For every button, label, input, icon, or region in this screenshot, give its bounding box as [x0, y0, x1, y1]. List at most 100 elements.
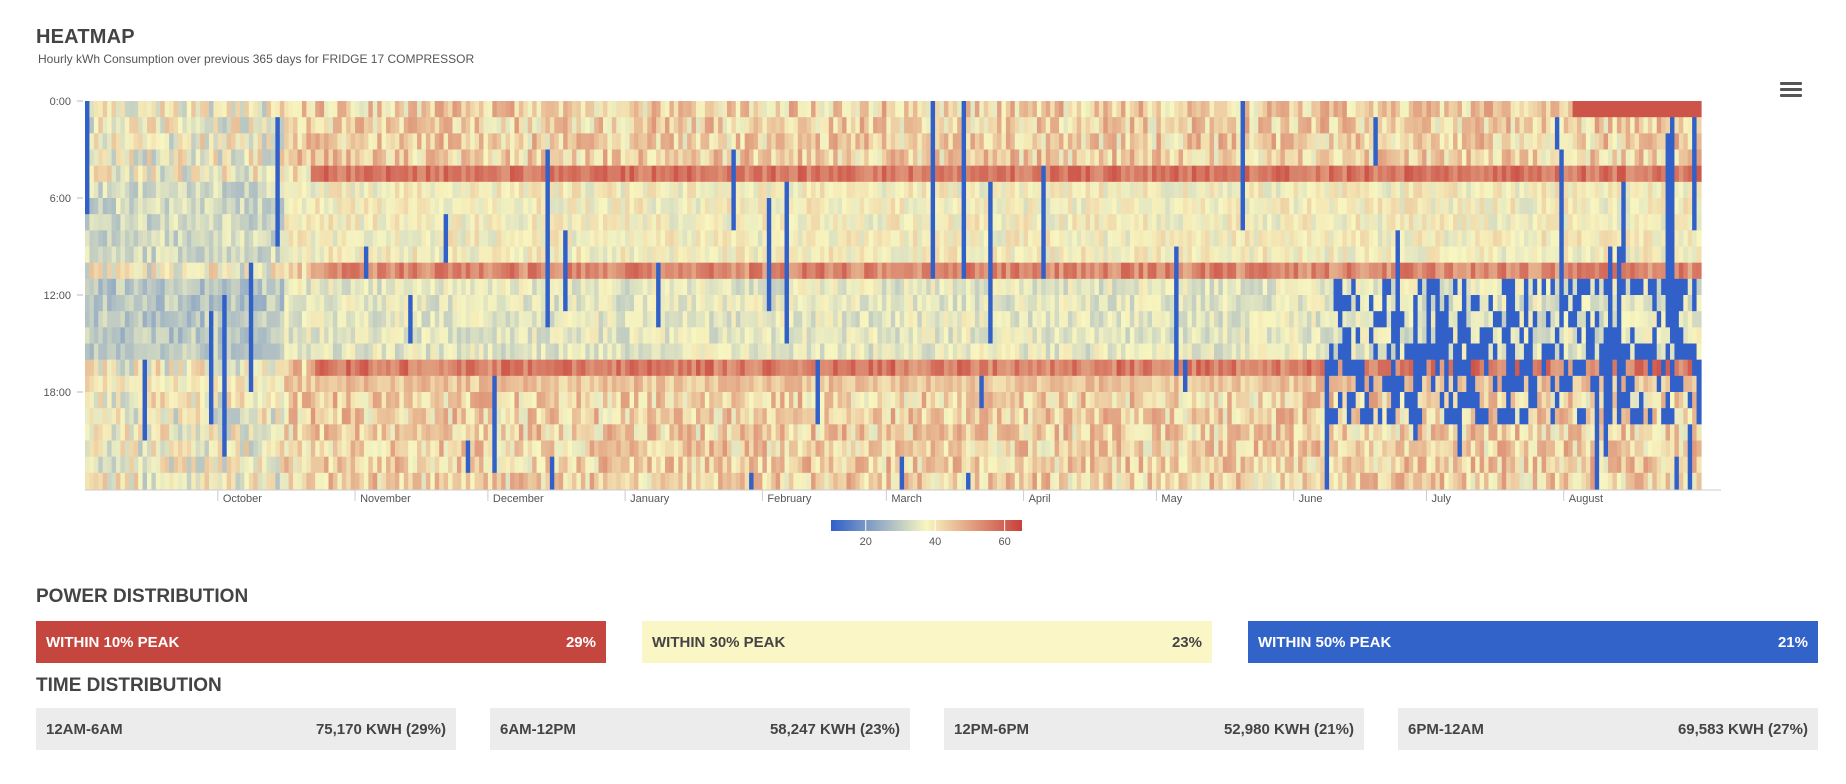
hamburger-menu-icon[interactable]: [1780, 82, 1802, 100]
heatmap-cell: [182, 295, 188, 312]
heatmap-cell: [943, 408, 949, 425]
heatmap-cell: [740, 472, 746, 490]
heatmap-cell: [350, 440, 356, 458]
heatmap-cell: [341, 456, 347, 474]
heatmap-cell: [753, 295, 759, 312]
heatmap-cell: [461, 246, 467, 264]
heatmap-cell: [828, 424, 834, 442]
heatmap-cell: [115, 440, 122, 458]
heatmap-cell: [793, 149, 799, 167]
heatmap-cell: [120, 133, 126, 151]
heatmap-cell: [89, 165, 95, 183]
heatmap-cell: [129, 262, 135, 280]
heatmap-cell: [682, 392, 688, 409]
heatmap-cell: [470, 198, 476, 215]
heatmap-cell: [514, 117, 520, 134]
heatmap-cell: [98, 165, 104, 183]
heatmap-cell: [160, 198, 166, 215]
heatmap-cell: [598, 230, 604, 248]
heatmap-cell: [797, 440, 803, 458]
heatmap-cell: [115, 246, 122, 264]
heatmap-cell: [133, 359, 139, 377]
heatmap-cell: [448, 101, 454, 118]
heatmap-cell: [222, 359, 228, 377]
heatmap-cell: [461, 165, 467, 183]
heatmap-cell: [589, 311, 595, 328]
heatmap-cell: [470, 133, 476, 151]
heatmap-cell: [293, 262, 299, 280]
heatmap-cell: [173, 101, 179, 118]
heatmap-cell: [620, 472, 626, 490]
heatmap-cell: [983, 327, 989, 345]
heatmap-cell: [806, 165, 812, 183]
heatmap-cell: [549, 392, 555, 409]
heatmap-cell: [430, 408, 436, 425]
heatmap-cell: [350, 343, 356, 361]
heatmap-cell: [501, 295, 507, 312]
heatmap-cell: [603, 133, 609, 151]
heatmap-cell: [678, 262, 684, 280]
heatmap-cell: [248, 295, 254, 312]
heatmap-cell: [155, 246, 161, 264]
heatmap-cell: [744, 375, 750, 393]
heatmap-cell: [634, 392, 640, 409]
heatmap-cell: [328, 392, 334, 409]
heatmap-cell: [629, 117, 635, 134]
heatmap-cell: [974, 214, 980, 231]
heatmap-cell: [248, 359, 254, 377]
heatmap-cell: [802, 343, 808, 361]
heatmap-cell: [678, 311, 684, 328]
heatmap-cell: [771, 214, 777, 231]
heatmap-cell: [988, 278, 994, 296]
heatmap-cell: [155, 327, 161, 345]
heatmap-cell: [647, 456, 653, 474]
heatmap-cell: [824, 101, 830, 118]
heatmap-cell: [421, 311, 427, 328]
heatmap-cell: [935, 472, 941, 490]
heatmap-cell: [908, 311, 914, 328]
heatmap-cell: [611, 424, 617, 442]
heatmap-cell: [749, 472, 755, 490]
heatmap-cell: [567, 149, 573, 167]
heatmap-cell: [629, 472, 635, 490]
heatmap-cell: [98, 278, 104, 296]
heatmap-cell: [948, 117, 954, 134]
heatmap-cell: [899, 311, 905, 328]
heatmap-cell: [771, 311, 777, 328]
heatmap-cell: [749, 101, 755, 118]
heatmap-cell: [155, 101, 161, 118]
heatmap-cell: [425, 230, 431, 248]
heatmap-cell: [877, 408, 883, 425]
heatmap-cell: [412, 198, 418, 215]
heatmap-cell: [943, 456, 949, 474]
heatmap-cell: [917, 295, 923, 312]
heatmap-cell: [115, 149, 122, 167]
heatmap-cell: [864, 117, 870, 134]
heatmap-cell: [948, 343, 954, 361]
heatmap-cell: [700, 246, 706, 264]
heatmap-cell: [169, 230, 175, 248]
heatmap-cell: [824, 424, 830, 442]
heatmap-cell: [819, 262, 825, 280]
heatmap-cell: [195, 440, 201, 458]
heatmap-cell: [505, 101, 511, 118]
heatmap-cell: [138, 472, 144, 490]
heatmap-cell: [567, 440, 573, 458]
heatmap-cell: [695, 262, 702, 280]
heatmap-cell: [115, 424, 122, 442]
heatmap-cell: [682, 359, 688, 377]
heatmap-cell: [430, 295, 436, 312]
heatmap-cell: [93, 198, 99, 215]
heatmap-cell: [948, 456, 954, 474]
heatmap-cell: [89, 472, 95, 490]
heatmap-cell: [85, 246, 91, 264]
heatmap-cell: [301, 101, 307, 118]
heatmap-cell: [164, 327, 170, 345]
heatmap-cell: [545, 198, 551, 215]
heatmap-cell: [120, 278, 126, 296]
heatmap-cell: [828, 375, 834, 393]
heatmap-cell: [510, 456, 516, 474]
heatmap-cell: [279, 359, 285, 377]
heatmap-cell: [616, 165, 622, 183]
heatmap-cell: [762, 343, 768, 361]
